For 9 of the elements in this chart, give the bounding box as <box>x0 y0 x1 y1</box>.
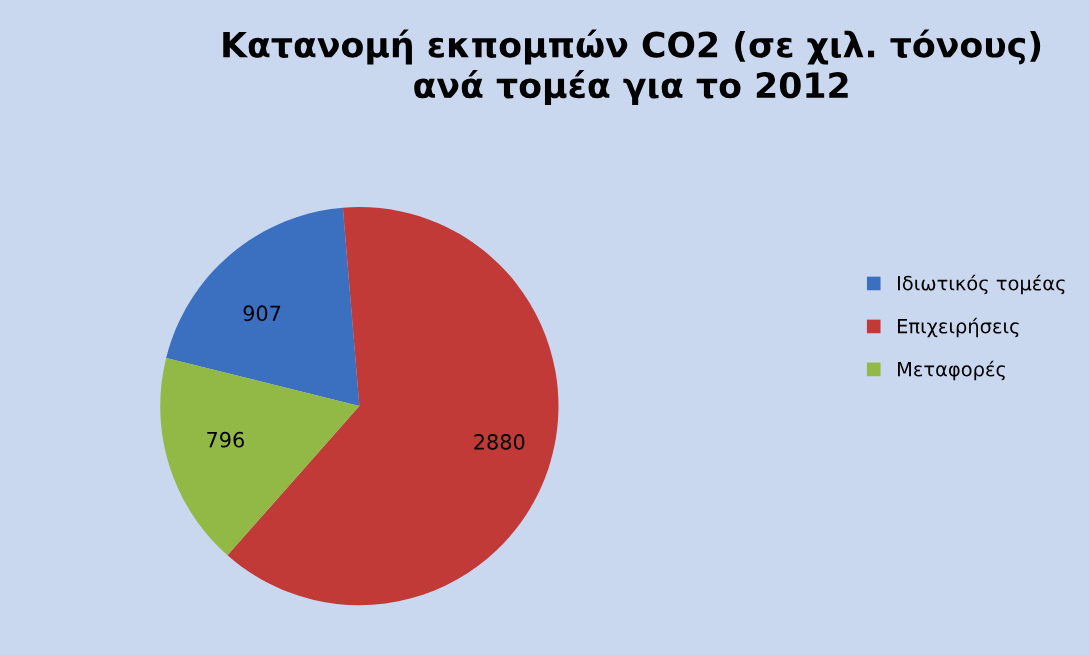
pie-slice <box>160 357 360 556</box>
data-label: 2880 <box>474 434 525 450</box>
legend-label: Επιχειρήσεις <box>897 317 1019 338</box>
data-label: 796 <box>207 431 244 448</box>
legend-label: Ιδιωτικός τομέας <box>897 274 1065 295</box>
legend-label: Μεταφορές <box>897 360 1005 381</box>
pie-slice <box>166 207 360 407</box>
chart-title: Κατανομή εκπομπών CO2 (σε χιλ. τόνους) ανά τομέα για το 2012 <box>223 29 1041 106</box>
data-label: 907 <box>243 305 281 322</box>
